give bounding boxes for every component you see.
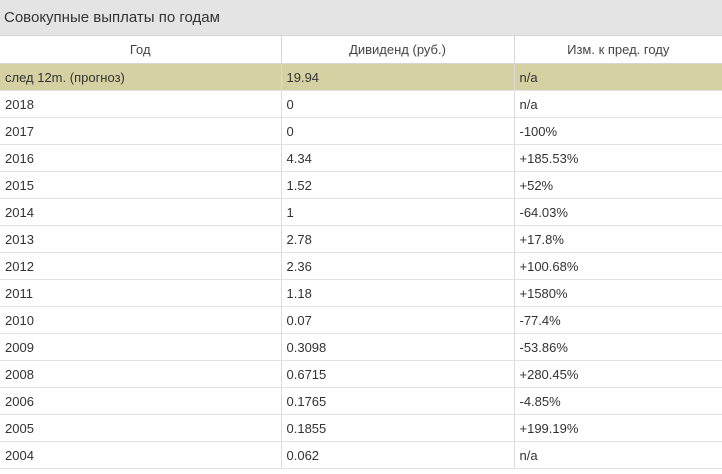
dividends-table: Год Дивиденд (руб.) Изм. к пред. году сл… bbox=[0, 36, 722, 469]
cell-year: 2018 bbox=[0, 90, 282, 118]
cell-dividend: 0 bbox=[281, 117, 515, 145]
cell-year: 2012 bbox=[0, 252, 282, 280]
cell-change: n/a bbox=[514, 63, 722, 91]
cell-year: след 12m. (прогноз) bbox=[0, 63, 282, 91]
cell-dividend: 2.36 bbox=[281, 252, 515, 280]
table-row: 2016 4.34 +185.53% bbox=[0, 144, 722, 172]
cell-dividend: 19.94 bbox=[281, 63, 515, 91]
cell-change: +199.19% bbox=[514, 414, 722, 442]
cell-dividend: 0 bbox=[281, 90, 515, 118]
panel-title: Совокупные выплаты по годам bbox=[4, 9, 220, 26]
cell-dividend: 1.18 bbox=[281, 279, 515, 307]
column-header-year[interactable]: Год bbox=[0, 36, 282, 64]
table-row: 2006 0.1765 -4.85% bbox=[0, 387, 722, 415]
table-header-row: Год Дивиденд (руб.) Изм. к пред. году bbox=[0, 36, 722, 64]
cell-change: +280.45% bbox=[514, 360, 722, 388]
table-row-forecast: след 12m. (прогноз) 19.94 n/a bbox=[0, 63, 722, 91]
cell-year: 2015 bbox=[0, 171, 282, 199]
cell-dividend: 0.1855 bbox=[281, 414, 515, 442]
cell-change: +52% bbox=[514, 171, 722, 199]
table-row: 2014 1 -64.03% bbox=[0, 198, 722, 226]
cell-dividend: 1.52 bbox=[281, 171, 515, 199]
table-row: 2009 0.3098 -53.86% bbox=[0, 333, 722, 361]
cell-change: +185.53% bbox=[514, 144, 722, 172]
cell-change: -100% bbox=[514, 117, 722, 145]
cell-year: 2006 bbox=[0, 387, 282, 415]
column-header-change[interactable]: Изм. к пред. году bbox=[514, 36, 722, 64]
table-row: 2004 0.062 n/a bbox=[0, 441, 722, 469]
cell-change: -4.85% bbox=[514, 387, 722, 415]
column-header-dividend[interactable]: Дивиденд (руб.) bbox=[281, 36, 515, 64]
panel-header: Совокупные выплаты по годам bbox=[0, 0, 722, 36]
cell-dividend: 4.34 bbox=[281, 144, 515, 172]
cell-year: 2013 bbox=[0, 225, 282, 253]
cell-dividend: 0.062 bbox=[281, 441, 515, 469]
cell-dividend: 2.78 bbox=[281, 225, 515, 253]
cell-dividend: 1 bbox=[281, 198, 515, 226]
table-row: 2017 0 -100% bbox=[0, 117, 722, 145]
cell-change: +1580% bbox=[514, 279, 722, 307]
table-row: 2015 1.52 +52% bbox=[0, 171, 722, 199]
cell-change: -53.86% bbox=[514, 333, 722, 361]
table-row: 2013 2.78 +17.8% bbox=[0, 225, 722, 253]
cell-year: 2004 bbox=[0, 441, 282, 469]
table-row: 2010 0.07 -77.4% bbox=[0, 306, 722, 334]
cell-change: +100.68% bbox=[514, 252, 722, 280]
cell-dividend: 0.6715 bbox=[281, 360, 515, 388]
cell-year: 2017 bbox=[0, 117, 282, 145]
cell-year: 2009 bbox=[0, 333, 282, 361]
cell-year: 2014 bbox=[0, 198, 282, 226]
cell-year: 2008 bbox=[0, 360, 282, 388]
cell-dividend: 0.07 bbox=[281, 306, 515, 334]
cell-dividend: 0.1765 bbox=[281, 387, 515, 415]
cell-change: +17.8% bbox=[514, 225, 722, 253]
table-row: 2005 0.1855 +199.19% bbox=[0, 414, 722, 442]
table-row: 2008 0.6715 +280.45% bbox=[0, 360, 722, 388]
cell-change: n/a bbox=[514, 441, 722, 469]
cell-year: 2005 bbox=[0, 414, 282, 442]
cell-year: 2016 bbox=[0, 144, 282, 172]
table-row: 2012 2.36 +100.68% bbox=[0, 252, 722, 280]
table-row: 2018 0 n/a bbox=[0, 90, 722, 118]
cell-year: 2011 bbox=[0, 279, 282, 307]
table-row: 2011 1.18 +1580% bbox=[0, 279, 722, 307]
cell-change: -77.4% bbox=[514, 306, 722, 334]
cell-change: -64.03% bbox=[514, 198, 722, 226]
cell-dividend: 0.3098 bbox=[281, 333, 515, 361]
cell-change: n/a bbox=[514, 90, 722, 118]
cell-year: 2010 bbox=[0, 306, 282, 334]
